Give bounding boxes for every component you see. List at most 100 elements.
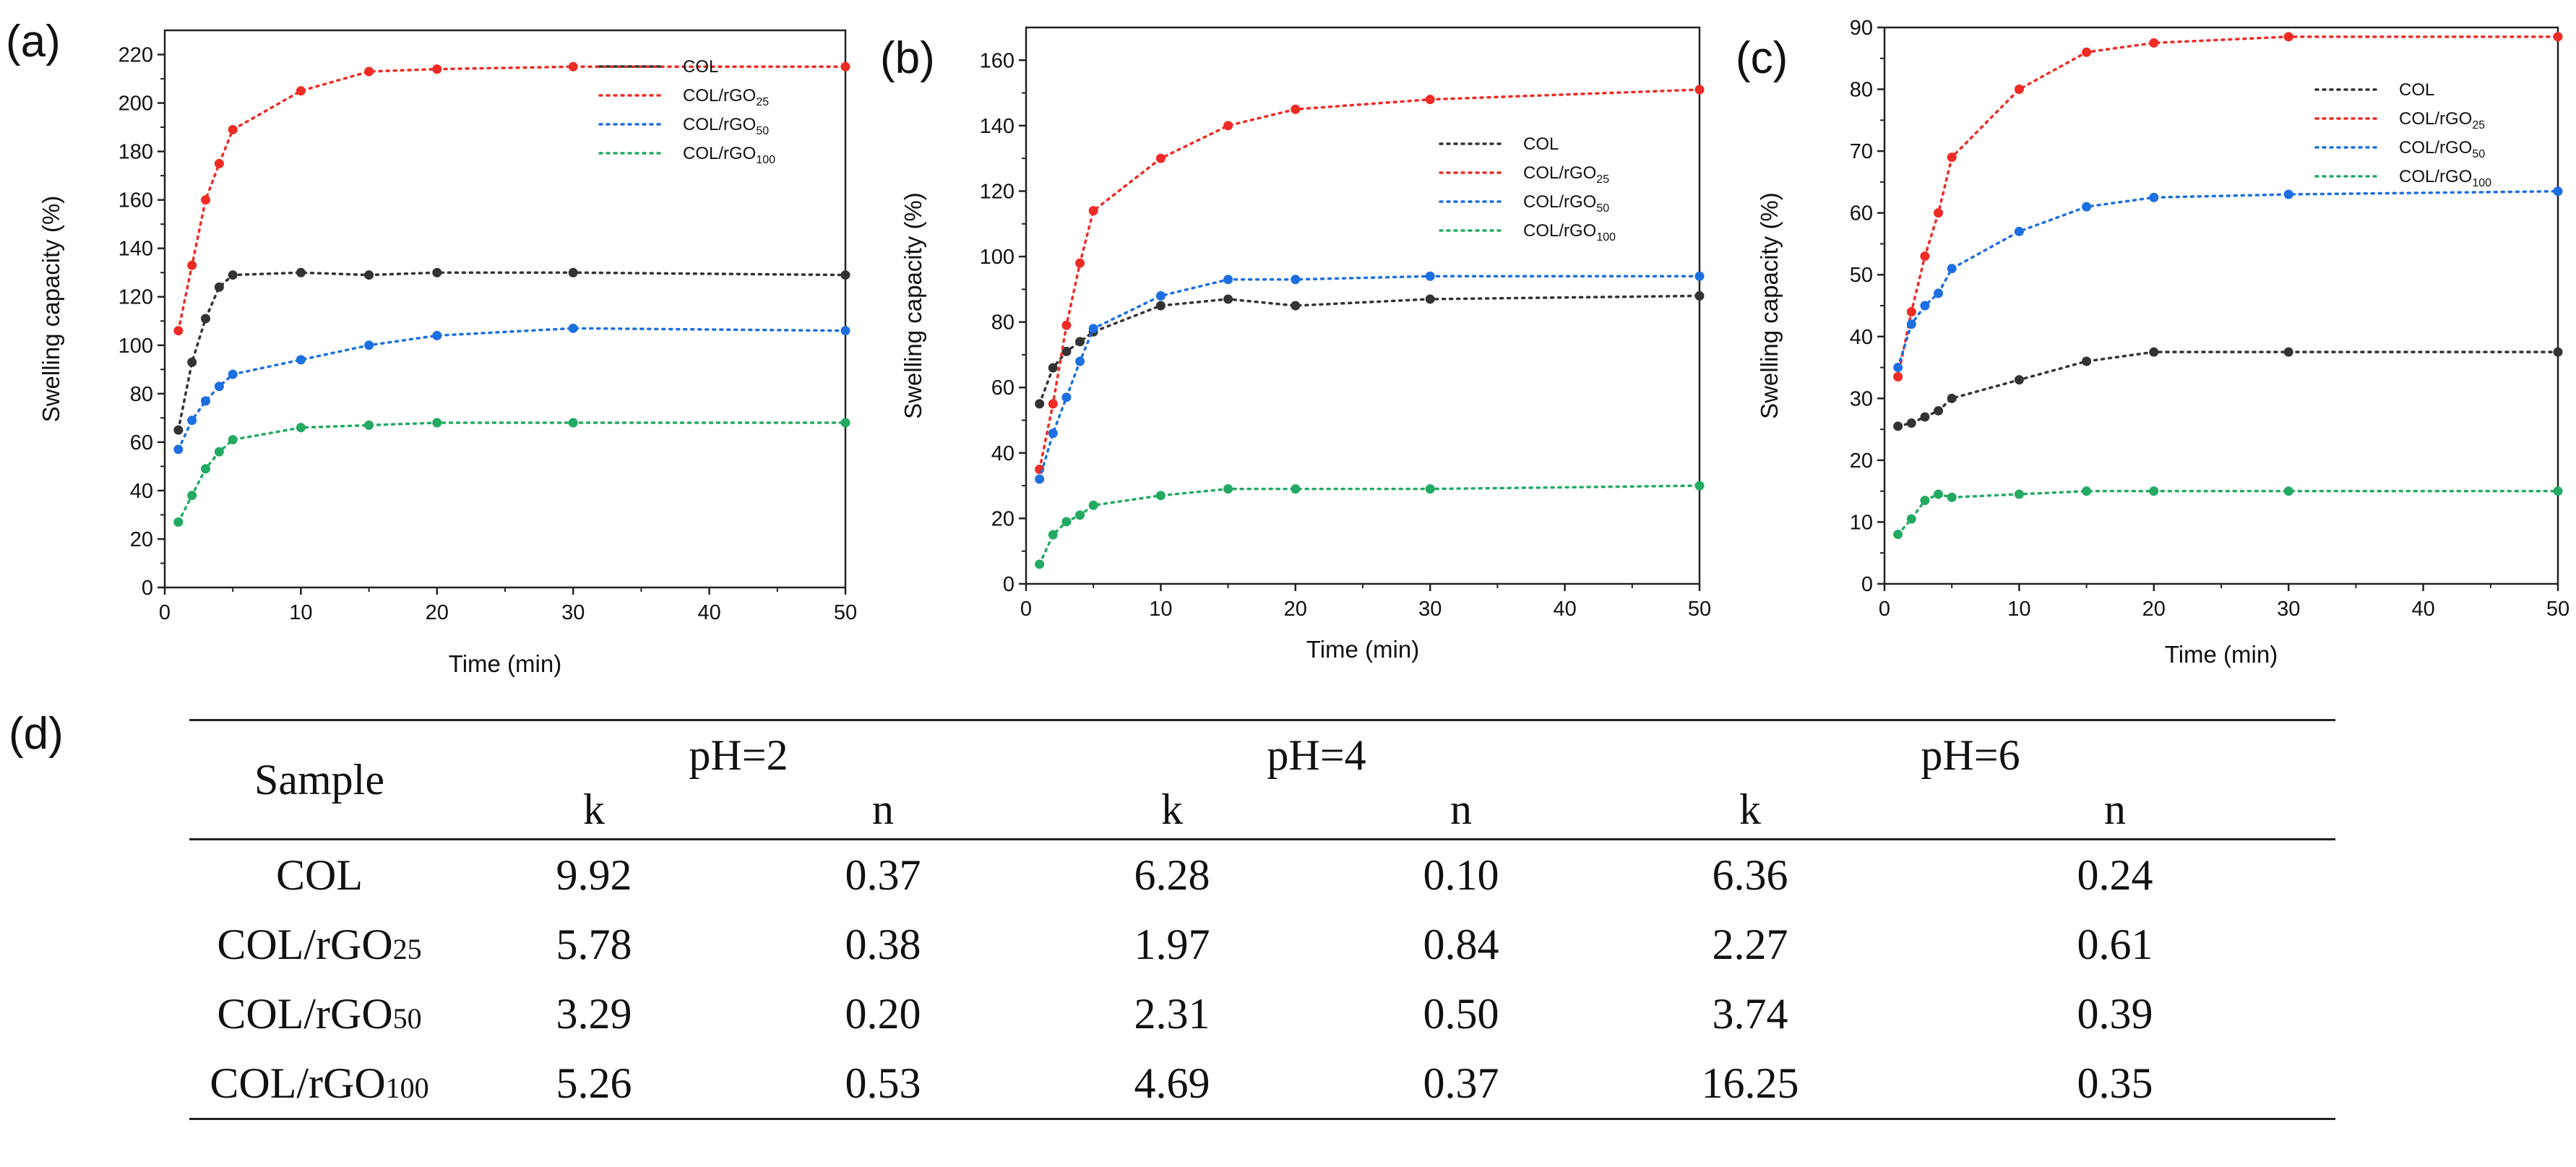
y-tick-label: 80	[991, 311, 1015, 335]
y-axis-title: Swelling capacity (%)	[38, 196, 64, 423]
data-point	[1075, 258, 1085, 268]
x-tick-label: 50	[1688, 598, 1711, 621]
header-col-k: k	[1606, 780, 1895, 840]
data-point	[364, 66, 374, 77]
value-cell: 6.36	[1712, 851, 1788, 899]
series-line	[1896, 35, 2559, 379]
y-tick-label: 200	[119, 92, 153, 116]
data-point	[1223, 294, 1233, 304]
data-point	[1920, 301, 1930, 311]
value-cell: 3.74	[1712, 989, 1788, 1038]
data-point	[1425, 484, 1435, 494]
y-tick-label: 30	[1850, 387, 1873, 410]
table-row: COL/rGO50 3.29 0.20 2.31 0.50 3.74 0.39	[189, 979, 2335, 1048]
value-cell: 0.50	[1423, 989, 1499, 1038]
header-col-n: n	[738, 780, 1028, 840]
value-cell: 0.24	[2077, 851, 2153, 899]
value-cell: 0.61	[2077, 920, 2153, 968]
legend-label: COL/rGO50	[1523, 192, 1609, 215]
data-point	[2283, 189, 2293, 199]
value-cell: 0.38	[845, 920, 921, 968]
header-col-k: k	[449, 780, 738, 840]
kinetics-table-wrap: Sample pH=2 pH=4 pH=6 k n k n k n COL 9.9…	[189, 719, 2335, 1153]
data-point	[2149, 347, 2159, 357]
data-point	[1088, 500, 1098, 510]
legend-label: COL/rGO50	[683, 115, 769, 137]
table-row: COL 9.92 0.37 6.28 0.10 6.36 0.24	[189, 840, 2335, 910]
data-point	[1061, 517, 1072, 527]
data-point	[2283, 32, 2293, 42]
data-point	[568, 61, 578, 72]
data-point	[1048, 399, 1058, 409]
x-tick-label: 10	[1149, 598, 1172, 621]
value-cell: 0.20	[845, 989, 921, 1038]
data-point	[2553, 186, 2563, 197]
data-point	[201, 195, 211, 205]
data-point	[1155, 491, 1166, 501]
y-tick-label: 80	[130, 383, 153, 406]
y-tick-label: 220	[119, 44, 153, 67]
chart-c: 0 10 20 30 40 50 60 70 80 90 0 10 20 30 40 50 Time (min)…	[1756, 17, 2569, 668]
series-line	[177, 271, 847, 431]
series-line	[1896, 350, 2559, 428]
data-point	[2149, 486, 2159, 496]
x-tick-label: 30	[561, 601, 585, 624]
data-point	[1947, 492, 1957, 502]
legend-label: COL/rGO50	[2399, 138, 2485, 160]
value-cell: 1.97	[1134, 920, 1210, 968]
y-axis-title: Swelling capacity (%)	[1756, 192, 1783, 419]
panel-label-a: (a)	[6, 17, 61, 66]
data-point	[840, 418, 850, 428]
legend-subscript: 50	[2472, 148, 2485, 160]
y-tick-label: 40	[1850, 326, 1873, 349]
data-point	[296, 355, 306, 365]
data-point	[296, 86, 306, 96]
y-tick-label: 20	[130, 528, 153, 551]
data-point	[568, 267, 578, 277]
data-point	[1425, 294, 1435, 304]
sample-subscript: 100	[385, 1071, 429, 1104]
value-cell: 0.35	[1895, 1048, 2335, 1120]
data-point	[2082, 486, 2092, 496]
data-point	[1223, 121, 1233, 131]
data-point	[1291, 301, 1301, 311]
data-point	[1906, 307, 1916, 317]
legend-subscript: 25	[756, 96, 769, 108]
y-tick-label: 180	[119, 141, 153, 164]
data-point	[432, 64, 442, 74]
sample-subscript: 25	[392, 932, 422, 965]
data-point	[1155, 153, 1166, 163]
data-point	[1893, 530, 1903, 540]
y-tick-label: 60	[130, 431, 153, 455]
data-point	[1934, 288, 1944, 298]
y-tick-label: 0	[1861, 573, 1873, 596]
data-point	[1906, 319, 1916, 330]
chart-a: 0 20 40 60 80 100 120 140 160 180 200 220 0 10 20 30 40 5…	[38, 29, 857, 677]
series-line	[1038, 275, 1701, 481]
header-col-n: n	[1317, 780, 1606, 840]
data-point	[1893, 363, 1903, 373]
value-cell: 0.10	[1423, 851, 1499, 899]
data-point	[201, 464, 211, 474]
data-point	[432, 267, 442, 277]
data-point	[1893, 421, 1903, 431]
value-cell: 0.39	[2077, 989, 2153, 1038]
series-line	[177, 421, 847, 524]
data-point	[1155, 290, 1166, 301]
data-point	[1088, 206, 1098, 216]
data-point	[296, 267, 306, 277]
data-point	[1035, 474, 1045, 484]
data-point	[187, 260, 197, 270]
data-point	[1893, 371, 1903, 382]
panel-label-c: (c)	[1736, 33, 1788, 83]
x-tick-label: 50	[834, 601, 857, 624]
kinetics-table: Sample pH=2 pH=4 pH=6 k n k n k n COL 9.9…	[189, 719, 2335, 1120]
data-point	[2149, 192, 2159, 202]
y-tick-label: 140	[980, 115, 1015, 138]
data-point	[1061, 346, 1072, 356]
data-point	[2553, 32, 2563, 42]
x-tick-label: 40	[2411, 598, 2434, 621]
y-tick-label: 120	[119, 286, 153, 309]
y-tick-label: 20	[991, 507, 1015, 530]
y-tick-label: 50	[1850, 264, 1873, 287]
